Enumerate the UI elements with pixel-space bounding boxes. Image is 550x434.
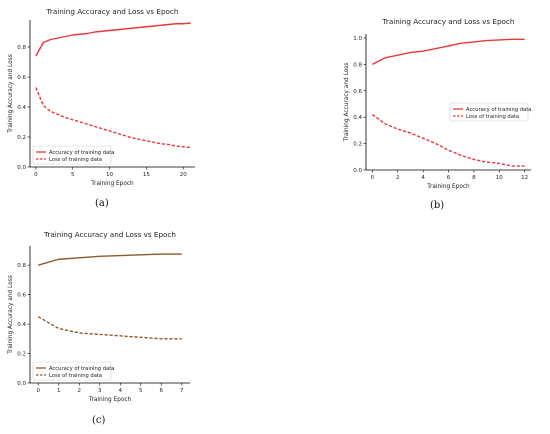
chart-panel-b: Training Accuracy and Loss vs Epoch 0.0 0.… (326, 8, 540, 220)
x-tick-label: 0 (371, 175, 375, 181)
y-tick-label: 0.2 (353, 142, 362, 148)
caption-c: (c) (92, 415, 106, 426)
x-tick-label: 10 (106, 172, 113, 178)
y-axis-title: Training Accuracy and Loss (344, 63, 350, 143)
chart-title: Training Accuracy and Loss vs Epoch (43, 230, 176, 239)
x-tick-label: 5 (71, 172, 75, 178)
legend-box (32, 361, 112, 381)
x-tick-label: 20 (180, 172, 187, 178)
chart-b-svg: Training Accuracy and Loss vs Epoch 0.0 0.… (344, 17, 531, 190)
chart-panel-c: Training Accuracy and Loss vs Epoch 0.0 0.… (0, 223, 200, 434)
legend-label: Loss of training data (49, 157, 102, 163)
x-tick-label: 1 (57, 388, 61, 394)
y-tick-label: 0.6 (353, 89, 362, 95)
legend-label: Accuracy of training data (49, 366, 114, 372)
x-axis-title: Training Epoch (426, 184, 470, 190)
x-tick-label: 12 (521, 175, 528, 181)
legend-label: Accuracy of training data (49, 150, 114, 156)
y-tick-label: 0.4 (353, 115, 362, 121)
legend-label: Loss of training data (466, 114, 519, 120)
chart-c-svg: Training Accuracy and Loss vs Epoch 0.0 0.… (8, 230, 190, 403)
y-tick-label: 0.0 (17, 165, 26, 171)
legend-box (449, 102, 529, 122)
x-tick-label: 2 (77, 388, 81, 394)
x-tick-label: 0 (36, 388, 40, 394)
y-axis-title: Training Accuracy and Loss (8, 54, 14, 134)
y-tick-label: 0.8 (17, 45, 26, 51)
legend-box (32, 145, 112, 165)
accuracy-series-line (38, 253, 182, 266)
x-tick-label: 2 (396, 175, 400, 181)
caption-b: (b) (430, 200, 445, 211)
y-axis-title: Training Accuracy and Loss (8, 275, 14, 355)
loss-series-line (37, 316, 182, 340)
y-tick-label: 0.0 (353, 168, 362, 174)
x-tick-label: 15 (143, 172, 150, 178)
chart-title: Training Accuracy and Loss vs Epoch (382, 17, 515, 26)
y-tick-label: 0.8 (353, 62, 362, 68)
loss-series-line (371, 113, 525, 167)
accuracy-series-line (372, 38, 525, 65)
legend-label: Loss of training data (49, 373, 102, 379)
accuracy-series-line (35, 22, 191, 57)
y-tick-label: 0.2 (17, 135, 26, 141)
y-tick-label: 1.0 (353, 36, 362, 42)
y-tick-label: 0.2 (17, 352, 26, 358)
x-axis-title: Training Epoch (88, 397, 132, 403)
chart-panel-a: Training Accuracy and Loss vs Epoch 0.0 0.… (0, 0, 205, 215)
x-tick-label: 3 (98, 388, 102, 394)
caption-a: (a) (95, 198, 109, 209)
x-tick-label: 4 (421, 175, 425, 181)
x-tick-label: 0 (34, 172, 38, 178)
x-tick-label: 8 (472, 175, 476, 181)
x-tick-label: 7 (180, 388, 184, 394)
x-tick-label: 5 (139, 388, 143, 394)
x-axis-title: Training Epoch (90, 181, 134, 187)
y-tick-label: 0.6 (17, 293, 26, 299)
x-tick-label: 10 (496, 175, 503, 181)
y-tick-label: 0.6 (17, 75, 26, 81)
x-tick-label: 6 (160, 388, 164, 394)
x-tick-label: 6 (447, 175, 451, 181)
y-tick-label: 0.0 (17, 381, 26, 387)
loss-series-line (35, 87, 191, 149)
chart-title: Training Accuracy and Loss vs Epoch (46, 7, 179, 16)
x-tick-label: 4 (119, 388, 123, 394)
legend-label: Accuracy of training data (466, 107, 531, 113)
y-tick-label: 0.4 (17, 322, 26, 328)
y-tick-label: 0.8 (17, 263, 26, 269)
y-tick-label: 0.4 (17, 105, 26, 111)
chart-a-svg: Training Accuracy and Loss vs Epoch 0.0 0.… (8, 7, 195, 187)
